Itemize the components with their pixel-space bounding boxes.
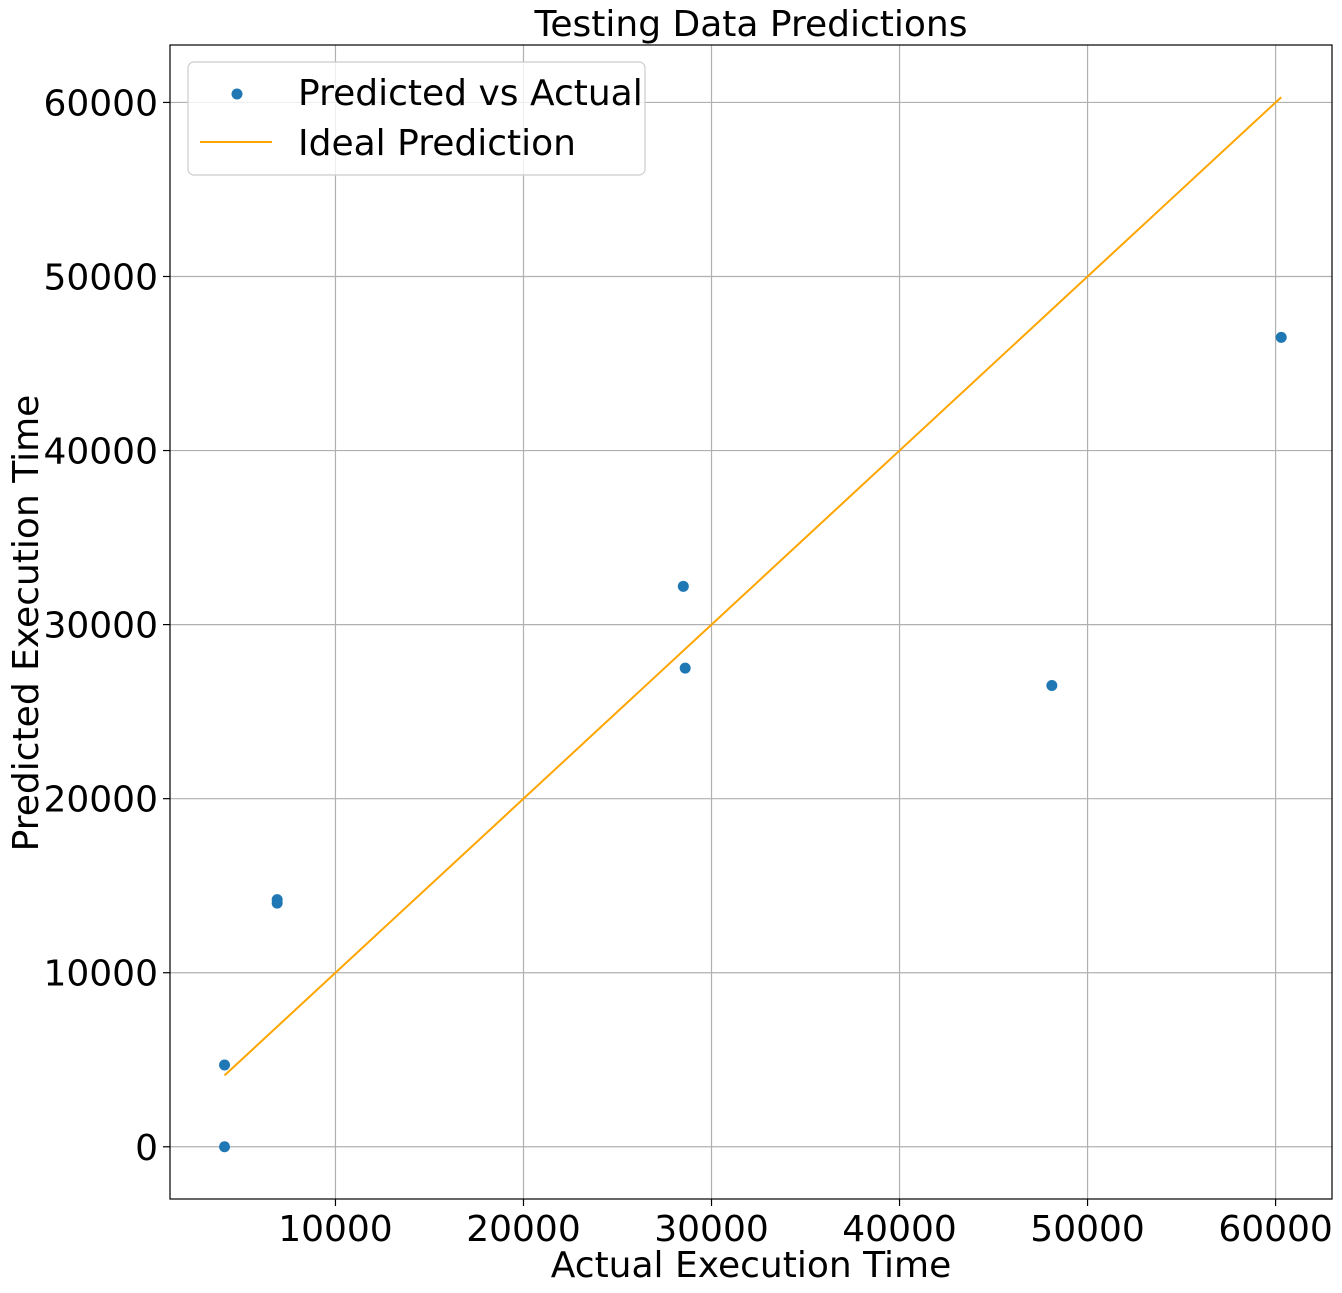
y-tick-label: 0 — [135, 1128, 158, 1169]
x-axis-label: Actual Execution Time — [551, 1245, 951, 1286]
x-tick-label: 50000 — [1030, 1209, 1145, 1250]
scatter-point — [219, 1059, 231, 1071]
ideal-prediction-line-layer — [223, 96, 1282, 1077]
y-tick-label: 30000 — [43, 606, 158, 647]
y-tick-label: 50000 — [43, 257, 158, 298]
scatter-points-layer — [219, 331, 1287, 1153]
x-tick-label: 10000 — [278, 1209, 393, 1250]
scatter-point — [219, 1141, 231, 1153]
chart-title: Testing Data Predictions — [533, 4, 967, 45]
x-tick-label: 20000 — [466, 1209, 581, 1250]
plot-area-frame — [169, 44, 1333, 1200]
scatter-point — [1275, 331, 1287, 343]
x-tick-label: 30000 — [654, 1209, 769, 1250]
scatter-point — [1046, 680, 1058, 692]
tick-labels: 10000 20000 30000 40000 50000 60000 0 10000 2000… — [43, 83, 1332, 1250]
legend-label-ideal-prediction: Ideal Prediction — [298, 123, 576, 164]
legend-label-predicted-vs-actual: Predicted vs Actual — [298, 73, 643, 114]
y-axis-label: Predicted Execution Time — [6, 395, 47, 852]
scatter-point — [271, 894, 283, 906]
grid — [170, 45, 1332, 1199]
legend-box — [187, 61, 646, 176]
y-tick-label: 10000 — [43, 954, 158, 995]
x-tick-label: 60000 — [1218, 1209, 1333, 1250]
y-tick-label: 40000 — [43, 432, 158, 473]
x-tick-label: 40000 — [842, 1209, 957, 1250]
scatter-point — [677, 580, 689, 592]
ideal-prediction-line — [223, 96, 1282, 1077]
legend: Predicted vs Actual Ideal Prediction — [187, 61, 646, 176]
ticks — [163, 101, 1277, 1206]
y-tick-label: 60000 — [43, 83, 158, 124]
scatter-point — [679, 662, 691, 674]
y-tick-label: 20000 — [43, 780, 158, 821]
legend-marker-predicted-vs-actual — [231, 88, 243, 100]
